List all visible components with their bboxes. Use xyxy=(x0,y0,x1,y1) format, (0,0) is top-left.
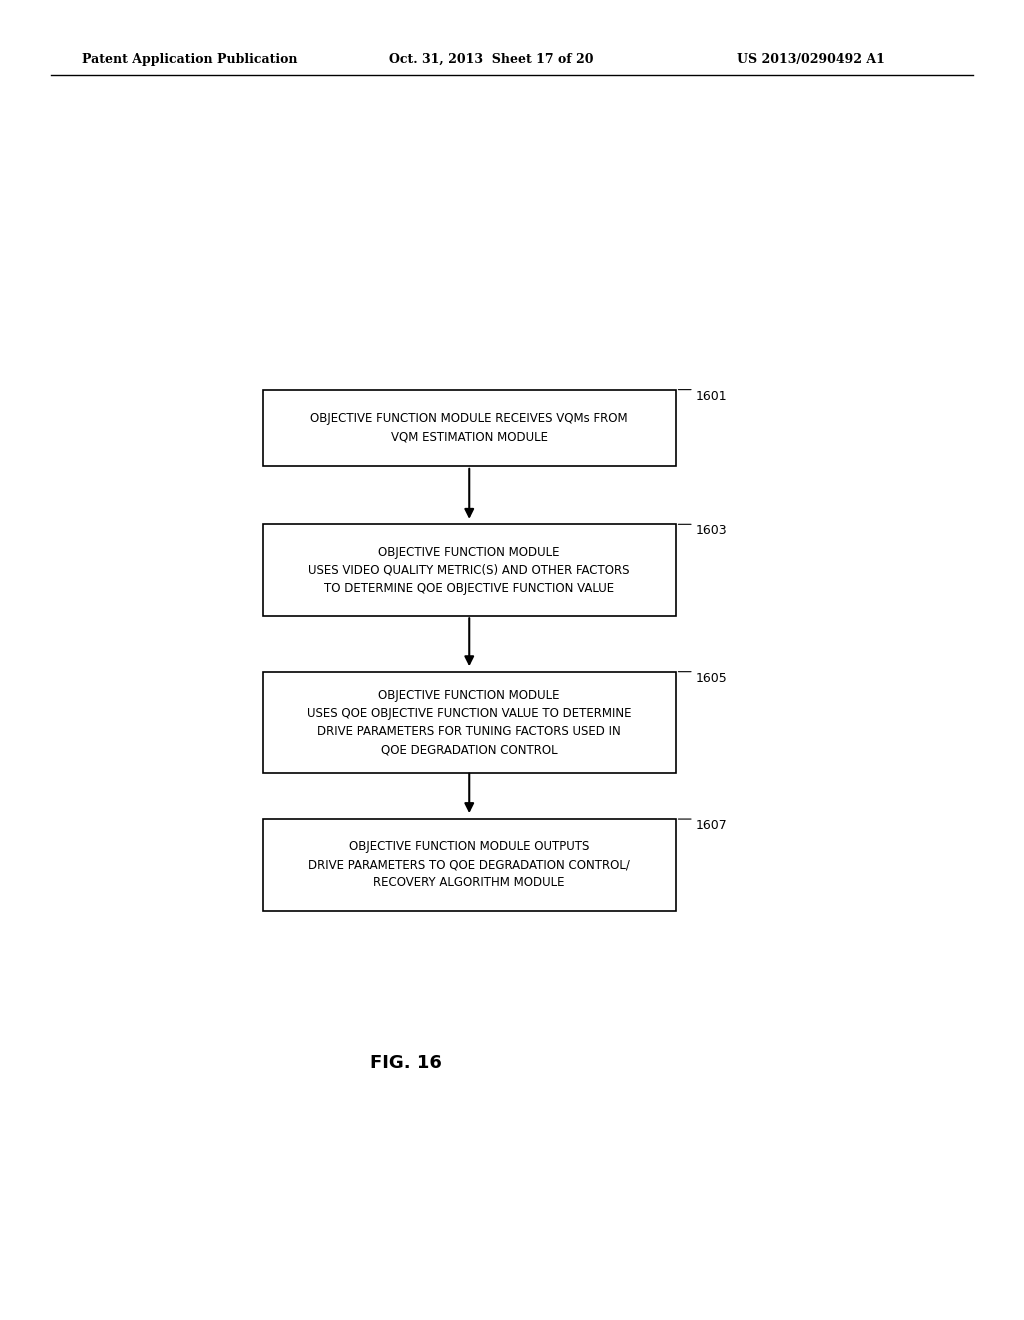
Text: FIG. 16: FIG. 16 xyxy=(370,1053,441,1072)
FancyBboxPatch shape xyxy=(263,389,676,466)
FancyBboxPatch shape xyxy=(263,672,676,774)
FancyBboxPatch shape xyxy=(263,818,676,911)
Text: 1603: 1603 xyxy=(695,524,727,537)
Text: US 2013/0290492 A1: US 2013/0290492 A1 xyxy=(737,53,885,66)
FancyBboxPatch shape xyxy=(263,524,676,616)
Text: Oct. 31, 2013  Sheet 17 of 20: Oct. 31, 2013 Sheet 17 of 20 xyxy=(389,53,594,66)
Text: OBJECTIVE FUNCTION MODULE OUTPUTS
DRIVE PARAMETERS TO QOE DEGRADATION CONTROL/
R: OBJECTIVE FUNCTION MODULE OUTPUTS DRIVE … xyxy=(308,841,630,890)
Text: 1607: 1607 xyxy=(695,818,727,832)
Text: OBJECTIVE FUNCTION MODULE
USES QOE OBJECTIVE FUNCTION VALUE TO DETERMINE
DRIVE P: OBJECTIVE FUNCTION MODULE USES QOE OBJEC… xyxy=(307,689,632,756)
Text: OBJECTIVE FUNCTION MODULE RECEIVES VQMs FROM
VQM ESTIMATION MODULE: OBJECTIVE FUNCTION MODULE RECEIVES VQMs … xyxy=(310,412,628,444)
Text: OBJECTIVE FUNCTION MODULE
USES VIDEO QUALITY METRIC(S) AND OTHER FACTORS
TO DETE: OBJECTIVE FUNCTION MODULE USES VIDEO QUA… xyxy=(308,545,630,594)
Text: 1601: 1601 xyxy=(695,389,727,403)
Text: 1605: 1605 xyxy=(695,672,727,685)
Text: Patent Application Publication: Patent Application Publication xyxy=(82,53,297,66)
